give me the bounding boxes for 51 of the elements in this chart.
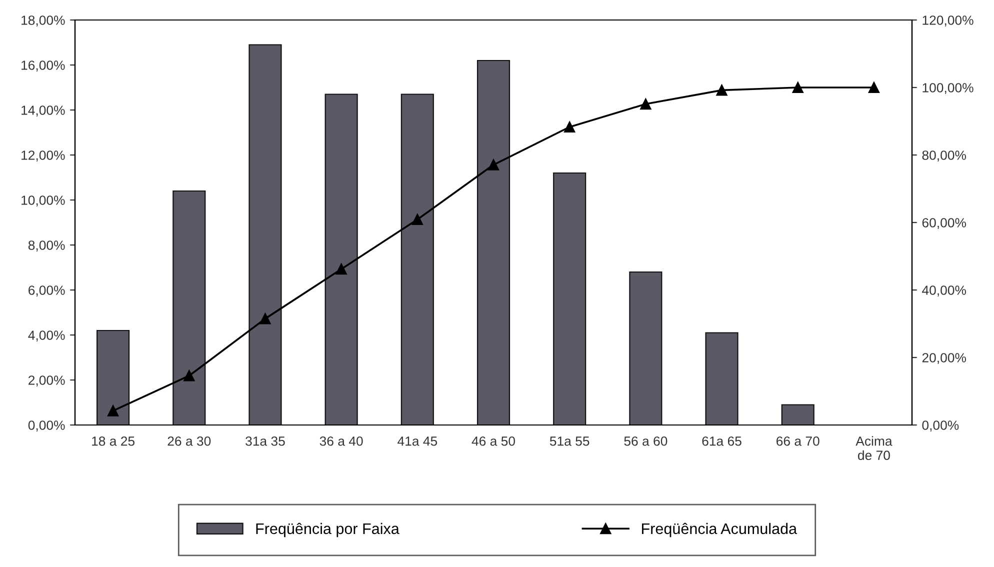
- y2-tick-label: 80,00%: [922, 150, 966, 162]
- bar: [400, 94, 434, 425]
- y2-tick-label: 0,00%: [922, 420, 959, 432]
- point: [488, 159, 500, 170]
- y-tick-label: 8,00%: [28, 240, 65, 252]
- x-tick-label: 26 a 30: [168, 436, 211, 446]
- x-tick-label: 51a 55: [550, 436, 590, 446]
- x-tick-label: 36 a 40: [320, 436, 363, 446]
- y2-tick-label: 40,00%: [922, 286, 966, 296]
- y2-tick-label: 120,00%: [922, 16, 974, 26]
- y2-tick-label: 20,00%: [922, 353, 966, 364]
- point: [412, 214, 423, 226]
- x-tick-label: 56 a 60: [624, 436, 668, 446]
- legend-label: Freqüência Acumulada: [642, 522, 798, 538]
- point: [184, 370, 195, 382]
- y2-tick-label: 100,00%: [922, 83, 974, 94]
- point: [564, 121, 576, 133]
- bar: [553, 172, 586, 425]
- bar: [248, 44, 282, 425]
- y-tick-label: 16,00%: [22, 60, 65, 72]
- x-tick-label: 61a 65: [702, 436, 742, 446]
- point: [336, 264, 347, 275]
- point: [260, 313, 271, 324]
- y-tick-label: 4,00%: [28, 330, 65, 342]
- legend-label: Freqüência por Faixa: [256, 522, 400, 538]
- y-tick-label: 6,00%: [28, 286, 65, 296]
- bar: [781, 404, 814, 425]
- y-tick-label: 0,00%: [28, 420, 65, 432]
- bar: [705, 332, 738, 425]
- y-tick-label: 10,00%: [22, 196, 65, 206]
- y-tick-label: 18,00%: [22, 16, 65, 26]
- bar: [172, 190, 206, 425]
- point: [107, 405, 119, 416]
- x-tick-label: 41a 45: [398, 436, 438, 446]
- bar: [324, 94, 358, 425]
- point: [640, 98, 652, 110]
- x-tick-label: 46 a 50: [472, 436, 515, 446]
- x-tick-label: 31a 35: [246, 436, 285, 446]
- x-tick-label: 18 a 25: [92, 436, 135, 446]
- y-tick-label: 2,00%: [28, 376, 65, 386]
- point: [868, 82, 880, 94]
- y-tick-label: 14,00%: [22, 106, 65, 116]
- bar: [476, 60, 510, 425]
- bar: [96, 330, 130, 425]
- point: [716, 84, 728, 96]
- y-tick-label: 12,00%: [22, 150, 65, 162]
- x-tick-label: 66 a 70: [776, 436, 820, 446]
- point: [792, 82, 804, 94]
- y2-tick-label: 60,00%: [922, 218, 966, 229]
- bar: [629, 271, 662, 425]
- x-tick-label: Acima de 70: [856, 436, 892, 460]
